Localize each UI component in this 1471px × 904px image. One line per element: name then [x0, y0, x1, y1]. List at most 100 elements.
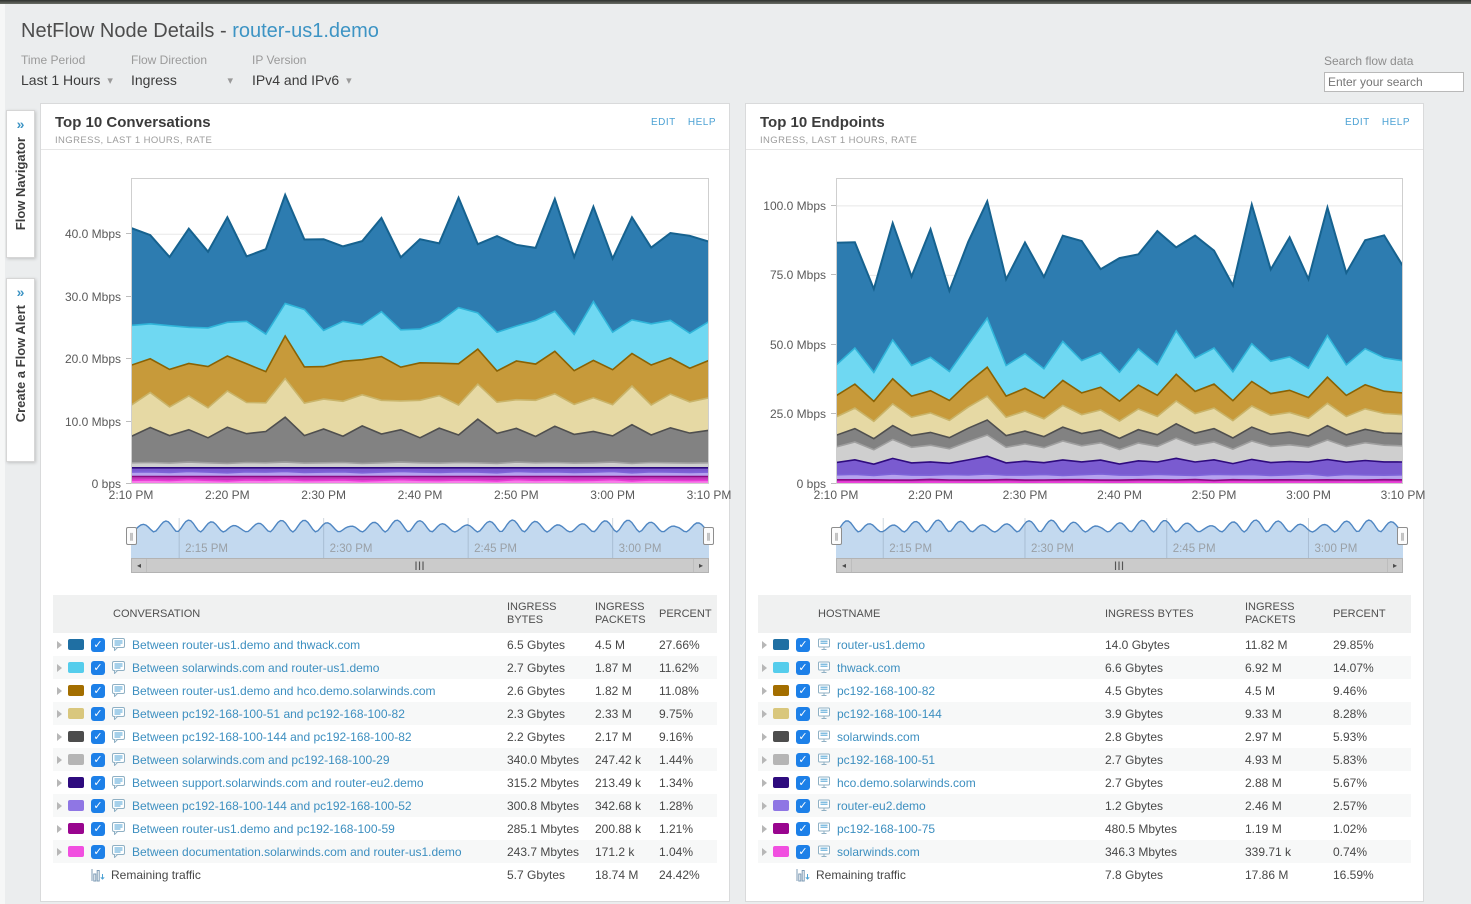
- expand-row-icon[interactable]: [57, 755, 62, 764]
- row-checkbox[interactable]: ✓: [796, 637, 810, 652]
- expand-row-icon[interactable]: [762, 778, 767, 787]
- row-link[interactable]: Between pc192-168-100-144 and pc192-168-…: [132, 798, 412, 813]
- column-header-ingress-packets[interactable]: INGRESS PACKETS: [595, 601, 646, 626]
- row-checkbox[interactable]: ✓: [796, 683, 810, 698]
- row-link[interactable]: Between solarwinds.com and pc192-168-100…: [132, 752, 390, 767]
- row-checkbox[interactable]: ✓: [796, 729, 810, 744]
- scrollbar-right-arrow-icon[interactable]: ▸: [1387, 559, 1402, 572]
- expand-row-icon[interactable]: [57, 663, 62, 672]
- row-checkbox[interactable]: ✓: [796, 821, 810, 836]
- edit-link[interactable]: EDIT: [1344, 117, 1370, 128]
- row-checkbox[interactable]: ✓: [796, 660, 810, 675]
- brush-handle-left[interactable]: ∥: [831, 527, 842, 545]
- sidebar-tab-create-flow-alert[interactable]: » Create a Flow Alert: [6, 278, 35, 462]
- row-link[interactable]: Between router-us1.demo and pc192-168-10…: [132, 821, 395, 836]
- conversation-icon: [112, 799, 126, 812]
- row-link[interactable]: pc192-168-100-51: [837, 752, 936, 767]
- expand-row-icon[interactable]: [57, 778, 62, 787]
- stacked-area-chart[interactable]: [836, 178, 1403, 484]
- ingress-packets-value: 11.82 M: [1245, 637, 1288, 652]
- brush-handle-right[interactable]: ∥: [1397, 527, 1408, 545]
- time-period-dropdown[interactable]: Last 1 Hours ▾: [21, 72, 113, 88]
- chart-scrollbar[interactable]: ◂ ||| ▸: [836, 558, 1403, 573]
- expand-row-icon[interactable]: [57, 847, 62, 856]
- row-link[interactable]: Between router-us1.demo and thwack.com: [132, 637, 361, 652]
- scrollbar-left-arrow-icon[interactable]: ◂: [132, 559, 147, 572]
- row-checkbox[interactable]: ✓: [91, 844, 105, 859]
- brush-handle-left[interactable]: ∥: [126, 527, 137, 545]
- row-link[interactable]: pc192-168-100-144: [837, 706, 942, 721]
- row-checkbox[interactable]: ✓: [91, 775, 105, 790]
- expand-row-icon[interactable]: [762, 709, 767, 718]
- node-name-link[interactable]: router-us1.demo: [232, 20, 379, 42]
- expand-row-icon[interactable]: [57, 801, 62, 810]
- row-link[interactable]: router-us1.demo: [837, 637, 926, 652]
- row-checkbox[interactable]: ✓: [796, 752, 810, 767]
- row-link[interactable]: router-eu2.demo: [837, 798, 926, 813]
- brush-handle-right[interactable]: ∥: [703, 527, 714, 545]
- expand-row-icon[interactable]: [762, 824, 767, 833]
- row-link[interactable]: Between solarwinds.com and router-us1.de…: [132, 660, 380, 675]
- row-link[interactable]: thwack.com: [837, 660, 901, 675]
- column-header-ingress-bytes[interactable]: INGRESS BYTES: [507, 601, 557, 626]
- help-link[interactable]: HELP: [1381, 117, 1410, 128]
- ip-version-dropdown[interactable]: IPv4 and IPv6 ▾: [252, 72, 352, 88]
- expand-row-icon[interactable]: [762, 847, 767, 856]
- row-checkbox[interactable]: ✓: [91, 706, 105, 721]
- row-link[interactable]: Between pc192-168-100-144 and pc192-168-…: [132, 729, 412, 744]
- column-header-percent[interactable]: PERCENT: [1333, 607, 1386, 620]
- scrollbar-left-arrow-icon[interactable]: ◂: [837, 559, 852, 572]
- row-checkbox[interactable]: ✓: [91, 821, 105, 836]
- expand-row-icon[interactable]: [762, 686, 767, 695]
- row-link[interactable]: Between router-us1.demo and hco.demo.sol…: [132, 683, 436, 698]
- expand-row-icon[interactable]: [57, 709, 62, 718]
- expand-row-icon[interactable]: [57, 732, 62, 741]
- row-link[interactable]: Between documentation.solarwinds.com and…: [132, 844, 462, 859]
- row-link[interactable]: solarwinds.com: [837, 729, 920, 744]
- row-link[interactable]: pc192-168-100-82: [837, 683, 936, 698]
- ingress-packets-value: 4.5 M: [595, 637, 626, 652]
- row-link[interactable]: hco.demo.solarwinds.com: [837, 775, 976, 790]
- column-header-ingress-bytes[interactable]: INGRESS BYTES: [1105, 607, 1194, 620]
- row-link[interactable]: pc192-168-100-75: [837, 821, 936, 836]
- row-checkbox[interactable]: ✓: [91, 660, 105, 675]
- sidebar-tab-flow-navigator[interactable]: » Flow Navigator: [6, 110, 35, 258]
- stacked-area-chart[interactable]: [131, 178, 709, 484]
- time-range-brush[interactable]: 2:15 PM 2:30 PM 2:45 PM 3:00 PM ∥ ∥: [126, 518, 714, 558]
- row-checkbox[interactable]: ✓: [91, 683, 105, 698]
- chart-scrollbar[interactable]: ◂ ||| ▸: [131, 558, 709, 573]
- edit-link[interactable]: EDIT: [650, 117, 676, 128]
- search-input[interactable]: [1324, 72, 1464, 92]
- row-checkbox[interactable]: ✓: [91, 798, 105, 813]
- row-link[interactable]: solarwinds.com: [837, 844, 920, 859]
- expand-row-icon[interactable]: [762, 801, 767, 810]
- row-checkbox[interactable]: ✓: [796, 775, 810, 790]
- percent-value: 1.44%: [659, 752, 694, 767]
- row-checkbox[interactable]: ✓: [796, 844, 810, 859]
- column-header-ingress-packets[interactable]: INGRESS PACKETS: [1245, 601, 1296, 626]
- row-link[interactable]: Between pc192-168-100-51 and pc192-168-1…: [132, 706, 405, 721]
- flow-direction-dropdown[interactable]: Ingress ▾: [131, 72, 233, 88]
- row-checkbox[interactable]: ✓: [796, 798, 810, 813]
- expand-row-icon[interactable]: [762, 732, 767, 741]
- expand-row-icon[interactable]: [57, 686, 62, 695]
- expand-row-icon[interactable]: [762, 663, 767, 672]
- time-range-brush[interactable]: 2:15 PM 2:30 PM 2:45 PM 3:00 PM ∥ ∥: [831, 518, 1408, 558]
- expand-row-icon[interactable]: [762, 755, 767, 764]
- column-header-percent[interactable]: PERCENT: [659, 607, 712, 620]
- scrollbar-grip-icon[interactable]: |||: [414, 560, 426, 570]
- column-header-conversation[interactable]: CONVERSATION: [113, 607, 201, 620]
- expand-row-icon[interactable]: [762, 640, 767, 649]
- help-link[interactable]: HELP: [687, 117, 716, 128]
- expand-row-icon[interactable]: [57, 824, 62, 833]
- scrollbar-right-arrow-icon[interactable]: ▸: [693, 559, 708, 572]
- column-header-hostname[interactable]: HOSTNAME: [818, 607, 881, 620]
- scrollbar-grip-icon[interactable]: |||: [1114, 560, 1125, 570]
- expand-row-icon[interactable]: [57, 640, 62, 649]
- row-checkbox[interactable]: ✓: [91, 637, 105, 652]
- row-checkbox[interactable]: ✓: [91, 752, 105, 767]
- x-axis-tick-label: 2:40 PM: [397, 488, 443, 502]
- row-checkbox[interactable]: ✓: [91, 729, 105, 744]
- row-link[interactable]: Between support.solarwinds.com and route…: [132, 775, 424, 790]
- row-checkbox[interactable]: ✓: [796, 706, 810, 721]
